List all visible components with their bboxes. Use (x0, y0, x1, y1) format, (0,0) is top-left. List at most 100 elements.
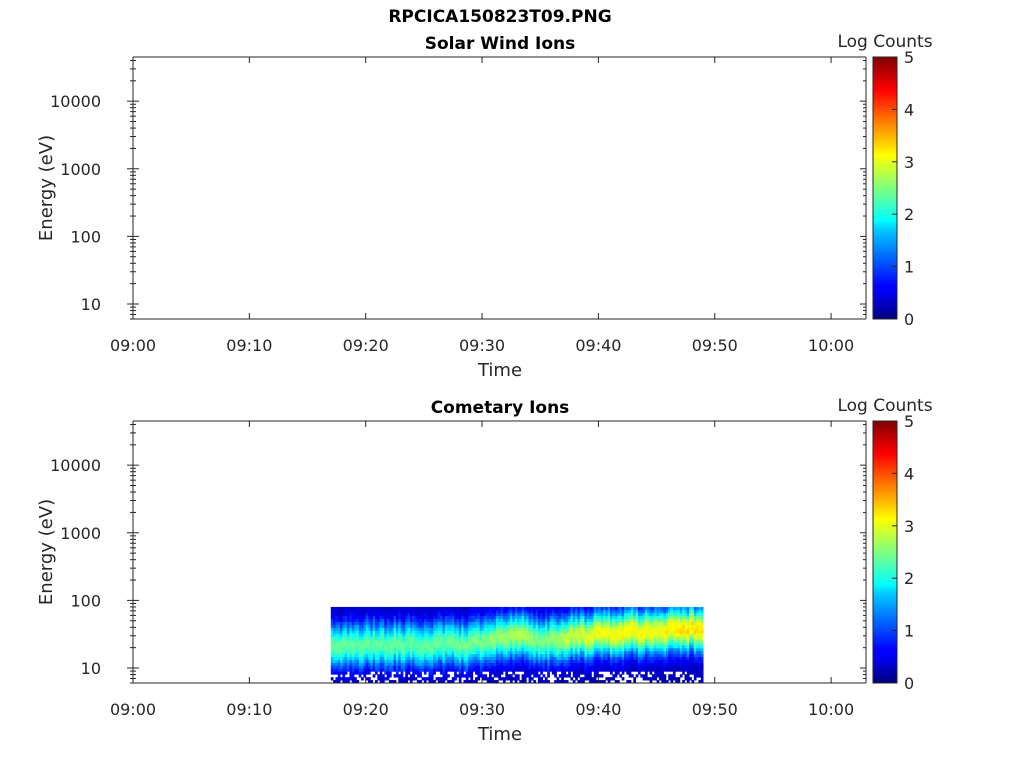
data-cell (333, 671, 336, 675)
data-cell (477, 627, 481, 631)
data-cell (686, 624, 690, 628)
data-cell (502, 650, 506, 655)
data-cell (523, 677, 527, 681)
data-cell (440, 668, 443, 672)
data-cell (402, 606, 406, 611)
data-cell (337, 606, 341, 611)
data-cell (337, 656, 341, 660)
data-cell (528, 659, 532, 663)
data-cell (354, 633, 357, 637)
data-cell (658, 674, 662, 678)
data-cell (456, 642, 460, 646)
data-cell (533, 668, 536, 672)
data-cell (698, 653, 702, 658)
data-cell (656, 668, 660, 672)
data-cell (584, 636, 588, 640)
data-cell (654, 624, 657, 628)
data-cell (482, 665, 485, 669)
data-cell (679, 644, 683, 649)
data-cell (670, 639, 674, 643)
data-cell (419, 615, 422, 620)
data-cell (654, 677, 657, 681)
data-cell (388, 633, 392, 637)
data-cell (516, 665, 520, 669)
data-cell (475, 644, 478, 649)
data-cell (533, 609, 536, 614)
data-cell (470, 671, 474, 675)
data-cell (556, 642, 560, 646)
data-cell (377, 639, 381, 643)
data-cell (568, 624, 571, 628)
data-cell (686, 636, 690, 640)
data-cell (458, 677, 462, 681)
data-cell (698, 680, 702, 683)
data-cell (603, 618, 606, 622)
data-cell (502, 656, 506, 660)
data-cell (700, 677, 704, 681)
data-cell (700, 671, 704, 675)
data-cell (600, 642, 604, 646)
data-cell (505, 668, 509, 672)
data-cell (356, 659, 360, 663)
data-cell (568, 662, 571, 666)
data-cell (342, 612, 346, 617)
data-cell (461, 618, 464, 622)
data-cell (347, 630, 350, 634)
data-cell (365, 618, 369, 622)
data-cell (521, 668, 525, 672)
data-cell (451, 627, 455, 631)
data-cell (491, 627, 495, 631)
data-cell (551, 653, 555, 658)
data-cell (444, 633, 448, 637)
data-cell (677, 644, 681, 649)
data-cell (698, 642, 702, 646)
data-cell (347, 609, 350, 614)
data-cell (582, 665, 585, 669)
data-cell (670, 636, 674, 640)
data-cell (398, 636, 402, 640)
data-cell (391, 656, 395, 660)
data-cell (500, 615, 504, 620)
data-cell (475, 606, 478, 611)
data-cell (496, 671, 499, 675)
data-cell (644, 618, 648, 622)
data-cell (421, 609, 425, 614)
data-cell (489, 606, 492, 611)
data-cell (342, 630, 346, 634)
data-cell (672, 618, 676, 622)
data-cell (689, 624, 692, 628)
data-cell (577, 630, 581, 634)
data-cell (507, 606, 511, 611)
data-cell (633, 624, 637, 628)
data-cell (679, 609, 683, 614)
data-cell (623, 627, 627, 631)
data-cell (349, 647, 353, 652)
data-cell (535, 636, 539, 640)
data-cell (486, 615, 490, 620)
data-cell (442, 680, 446, 683)
data-cell (658, 618, 662, 622)
data-cell (665, 647, 669, 652)
data-cell (656, 653, 660, 658)
data-cell (523, 630, 527, 634)
data-cell (456, 627, 460, 631)
data-cell (393, 633, 397, 637)
data-cell (347, 618, 350, 622)
data-cell (654, 615, 657, 620)
data-cell (633, 633, 637, 637)
data-cell (402, 653, 406, 658)
data-cell (679, 659, 683, 663)
data-cell (405, 659, 408, 663)
data-cell (351, 621, 355, 625)
data-cell (440, 644, 443, 649)
data-cell (405, 627, 408, 631)
data-cell (407, 647, 411, 652)
data-cell (547, 636, 550, 640)
data-cell (591, 644, 595, 649)
data-cell (458, 644, 462, 649)
data-cell (388, 644, 392, 649)
data-cell (570, 677, 574, 681)
data-cell (603, 644, 606, 649)
data-cell (672, 612, 676, 617)
data-cell (651, 668, 655, 672)
